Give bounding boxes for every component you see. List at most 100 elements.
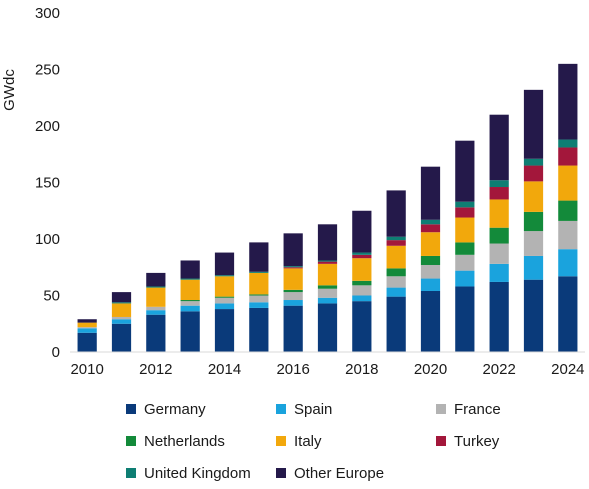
- bar-segment: [249, 242, 269, 272]
- bar-segment: [214, 275, 235, 277]
- bar-segment: [386, 276, 406, 288]
- bar-segment: [111, 319, 132, 324]
- bar-segment: [283, 233, 303, 267]
- bar-segment: [420, 166, 441, 220]
- bar-segment: [420, 224, 441, 233]
- x-tick-label: 2020: [414, 361, 447, 378]
- bar-segment: [386, 287, 406, 297]
- bar-segment: [111, 303, 132, 317]
- bar-segment: [489, 243, 509, 264]
- bar-segment: [146, 310, 166, 315]
- legend-swatch: [126, 468, 136, 478]
- bar-segment: [283, 300, 303, 306]
- bar-segment: [180, 305, 200, 312]
- bar-segment: [283, 267, 303, 269]
- bar-segment: [214, 303, 235, 310]
- bar-segment: [283, 292, 303, 301]
- bar-segment: [558, 63, 578, 140]
- bar-segment: [558, 220, 578, 250]
- y-tick-label: 300: [35, 5, 60, 22]
- bar-segment: [386, 240, 406, 246]
- bar-segment: [455, 207, 475, 218]
- bars: [77, 63, 578, 352]
- bar-segment: [455, 201, 475, 208]
- legend-label: Other Europe: [294, 464, 385, 482]
- bar-segment: [180, 300, 200, 302]
- bar-segment: [420, 219, 441, 225]
- y-tick-label: 100: [35, 231, 60, 248]
- bar-segment: [317, 285, 338, 289]
- bar-segment: [214, 297, 235, 304]
- legend-swatch: [126, 436, 136, 446]
- bar-segment: [180, 301, 200, 306]
- bar-segment: [489, 187, 509, 200]
- bar-segment: [558, 249, 578, 277]
- legend-item: Spain: [276, 398, 436, 420]
- bar-segment: [352, 295, 372, 302]
- legend-swatch: [436, 404, 446, 414]
- bar-segment: [180, 278, 200, 280]
- bar-segment: [352, 254, 372, 259]
- bar-segment: [523, 231, 544, 256]
- bar-segment: [489, 114, 509, 181]
- x-tick-label: 2010: [70, 361, 103, 378]
- bar-segment: [352, 210, 372, 253]
- bar-segment: [249, 295, 269, 303]
- y-tick-label: 200: [35, 118, 60, 135]
- bar-segment: [214, 309, 235, 352]
- legend-swatch: [276, 404, 286, 414]
- bar-segment: [523, 158, 544, 166]
- legend-label: Spain: [294, 400, 333, 418]
- legend-label: United Kingdom: [144, 464, 251, 482]
- bar-segment: [249, 307, 269, 352]
- bar-segment: [111, 316, 132, 320]
- bar-segment: [180, 260, 200, 279]
- bar-segment: [317, 297, 338, 304]
- legend-item: France: [436, 398, 566, 420]
- bar-segment: [455, 254, 475, 271]
- x-tick-labels: 2010 2012 2014 2016 2018 2020 2022 2024: [70, 361, 584, 378]
- legend-swatch: [276, 468, 286, 478]
- bar-segment: [214, 276, 235, 297]
- bar-segment: [523, 89, 544, 159]
- y-tick-label: 250: [35, 62, 60, 79]
- y-tick-label: 150: [35, 175, 60, 192]
- bar-segment: [77, 332, 97, 352]
- bar-segment: [317, 261, 338, 264]
- bar-segment: [77, 328, 97, 333]
- bar-segment: [77, 322, 97, 328]
- bar-segment: [420, 264, 441, 279]
- legend-swatch: [276, 436, 286, 446]
- legend-item: Turkey: [436, 430, 566, 452]
- bar-segment: [146, 286, 166, 288]
- bar-segment: [455, 242, 475, 255]
- bar-segment: [420, 255, 441, 265]
- bar-segment: [455, 286, 475, 352]
- bar-segment: [111, 302, 132, 304]
- bar-segment: [455, 270, 475, 287]
- legend: Germany Spain France Netherlands Italy Turkey…: [126, 398, 566, 484]
- legend-item: United Kingdom: [126, 462, 276, 484]
- bar-segment: [77, 319, 97, 323]
- legend-item: Netherlands: [126, 430, 276, 452]
- y-axis-label: GWdc: [1, 69, 18, 111]
- legend-label: Germany: [144, 400, 206, 418]
- bar-segment: [352, 285, 372, 296]
- bar-segment: [317, 288, 338, 298]
- bar-segment: [558, 200, 578, 221]
- bar-segment: [352, 252, 372, 255]
- bar-segment: [352, 301, 372, 352]
- bar-segment: [489, 263, 509, 282]
- bar-segment: [489, 199, 509, 228]
- x-tick-label: 2022: [482, 361, 515, 378]
- x-tick-label: 2024: [551, 361, 584, 378]
- y-tick-label: 50: [43, 288, 60, 305]
- bar-segment: [352, 280, 372, 286]
- bar-segment: [180, 311, 200, 352]
- bar-segment: [146, 272, 166, 287]
- bar-segment: [111, 323, 132, 352]
- bar-segment: [420, 278, 441, 291]
- bar-segment: [523, 165, 544, 182]
- legend-label: Netherlands: [144, 432, 225, 450]
- bar-segment: [386, 236, 406, 241]
